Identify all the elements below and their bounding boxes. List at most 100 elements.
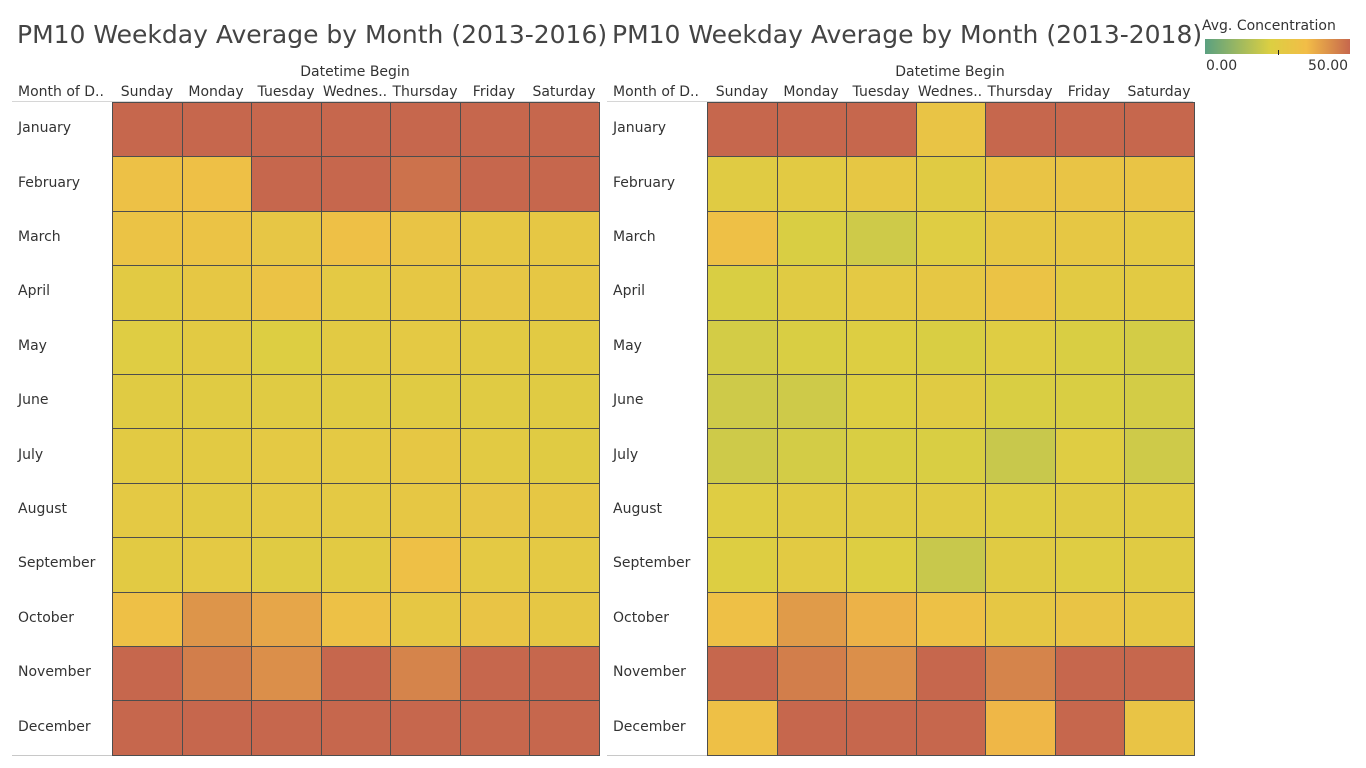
heat-cell-february-4[interactable] [390,156,461,212]
heat-cell-november-5[interactable] [460,646,530,701]
heat-cell-december-0[interactable] [112,700,183,756]
heat-cell-february-5[interactable] [1055,156,1125,212]
heat-cell-march-2[interactable] [846,211,917,266]
heat-cell-september-1[interactable] [182,537,252,593]
heat-cell-april-0[interactable] [707,265,778,321]
heat-cell-september-0[interactable] [707,537,778,593]
heat-cell-june-3[interactable] [916,374,986,429]
heat-cell-april-3[interactable] [916,265,986,321]
heat-cell-december-4[interactable] [985,700,1056,756]
row-label-december[interactable]: December [18,718,91,735]
heat-cell-february-6[interactable] [529,156,600,212]
column-header-tuesday[interactable]: Tuesday [852,84,910,100]
row-label-june[interactable]: June [18,392,49,409]
heat-cell-february-4[interactable] [985,156,1056,212]
column-header-wednesday[interactable]: Wednes.. [917,84,983,100]
row-label-april[interactable]: April [613,283,645,300]
heat-cell-november-2[interactable] [846,646,917,701]
heat-cell-april-5[interactable] [460,265,530,321]
heat-cell-february-0[interactable] [112,156,183,212]
heat-cell-february-6[interactable] [1124,156,1195,212]
heat-cell-january-2[interactable] [846,102,917,157]
heat-cell-october-0[interactable] [707,592,778,647]
column-header-friday[interactable]: Friday [472,84,516,100]
heat-cell-october-1[interactable] [777,592,847,647]
heat-cell-september-2[interactable] [846,537,917,593]
heat-cell-july-0[interactable] [112,428,183,484]
heat-cell-june-1[interactable] [777,374,847,429]
heat-cell-april-3[interactable] [321,265,391,321]
heat-cell-january-0[interactable] [707,102,778,157]
heat-cell-november-4[interactable] [390,646,461,701]
heat-cell-november-3[interactable] [916,646,986,701]
column-header-sunday[interactable]: Sunday [715,84,769,100]
heat-cell-december-0[interactable] [707,700,778,756]
heat-cell-september-5[interactable] [1055,537,1125,593]
heat-cell-august-5[interactable] [1055,483,1125,538]
heat-cell-may-2[interactable] [846,320,917,375]
heat-cell-august-2[interactable] [251,483,322,538]
heat-cell-january-0[interactable] [112,102,183,157]
row-label-september[interactable]: September [613,555,691,572]
heat-cell-may-5[interactable] [460,320,530,375]
heat-cell-december-5[interactable] [1055,700,1125,756]
heat-cell-february-3[interactable] [321,156,391,212]
heat-cell-march-6[interactable] [1124,211,1195,266]
heat-cell-october-5[interactable] [460,592,530,647]
heat-cell-august-3[interactable] [916,483,986,538]
heat-cell-april-4[interactable] [390,265,461,321]
row-field-header[interactable]: Month of D.. [613,84,699,100]
heat-cell-august-6[interactable] [529,483,600,538]
heat-cell-october-6[interactable] [1124,592,1195,647]
heat-cell-march-5[interactable] [460,211,530,266]
heat-cell-june-5[interactable] [1055,374,1125,429]
heat-cell-march-3[interactable] [916,211,986,266]
row-label-may[interactable]: May [613,337,642,354]
heat-cell-may-3[interactable] [321,320,391,375]
heat-cell-january-6[interactable] [529,102,600,157]
heat-cell-june-1[interactable] [182,374,252,429]
heat-cell-april-2[interactable] [251,265,322,321]
heat-cell-january-4[interactable] [390,102,461,157]
heat-cell-november-1[interactable] [777,646,847,701]
heat-cell-december-1[interactable] [777,700,847,756]
heat-cell-november-1[interactable] [182,646,252,701]
heat-cell-november-3[interactable] [321,646,391,701]
heat-cell-june-4[interactable] [390,374,461,429]
heat-cell-july-4[interactable] [985,428,1056,484]
heat-cell-july-2[interactable] [846,428,917,484]
heat-cell-september-4[interactable] [390,537,461,593]
heat-cell-november-0[interactable] [707,646,778,701]
row-label-september[interactable]: September [18,555,96,572]
heat-cell-october-2[interactable] [846,592,917,647]
row-label-january[interactable]: January [613,120,667,137]
heat-cell-july-3[interactable] [916,428,986,484]
row-label-march[interactable]: March [18,229,61,245]
heat-cell-february-2[interactable] [846,156,917,212]
heat-cell-january-5[interactable] [460,102,530,157]
heat-cell-december-6[interactable] [1124,700,1195,756]
heat-cell-may-6[interactable] [1124,320,1195,375]
heat-cell-june-0[interactable] [707,374,778,429]
heat-cell-may-0[interactable] [112,320,183,375]
heat-cell-june-6[interactable] [529,374,600,429]
heat-cell-september-3[interactable] [321,537,391,593]
column-header-saturday[interactable]: Saturday [532,84,596,100]
heat-cell-december-2[interactable] [251,700,322,756]
heat-cell-november-0[interactable] [112,646,183,701]
heat-cell-may-6[interactable] [529,320,600,375]
heat-cell-april-6[interactable] [529,265,600,321]
heat-cell-august-0[interactable] [707,483,778,538]
heat-cell-may-4[interactable] [985,320,1056,375]
row-label-july[interactable]: July [613,446,639,463]
heat-cell-september-6[interactable] [529,537,600,593]
row-label-august[interactable]: August [613,501,662,517]
heat-cell-march-4[interactable] [390,211,461,266]
row-label-august[interactable]: August [18,501,67,517]
heat-cell-october-0[interactable] [112,592,183,647]
heat-cell-december-3[interactable] [916,700,986,756]
heat-cell-august-1[interactable] [777,483,847,538]
row-label-february[interactable]: February [18,174,81,191]
row-label-october[interactable]: October [18,609,75,626]
row-field-header[interactable]: Month of D.. [18,84,104,100]
